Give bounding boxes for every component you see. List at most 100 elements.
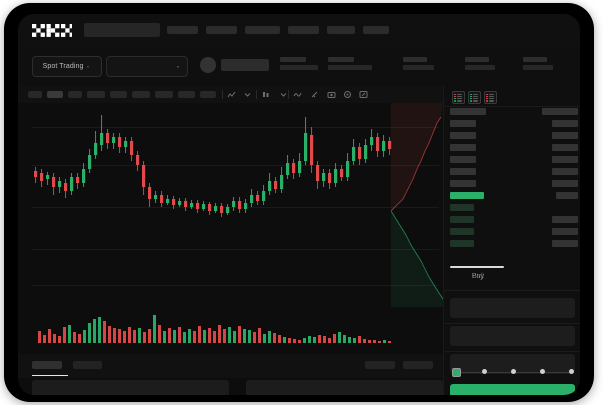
fullscreen-icon[interactable] — [359, 90, 368, 99]
search-input[interactable] — [84, 23, 160, 37]
orderbook-row-ask-4[interactable] — [444, 144, 580, 152]
order-form-divider — [444, 351, 580, 352]
device-frame: Spot Trading ⌄ ⌄ — [4, 3, 594, 402]
line-tool-icon[interactable] — [293, 90, 302, 99]
bottom-action-2[interactable] — [403, 361, 433, 369]
orderbook-row-bid-2-price — [450, 216, 474, 223]
orderbook-row-bid-4[interactable] — [444, 240, 580, 248]
chart-toolbar — [18, 86, 443, 104]
account-label — [221, 59, 269, 71]
orderbook-and-order-form: Buy Sell — [443, 86, 580, 395]
tool-timeframe-15m[interactable] — [68, 91, 82, 98]
tool-timeframe-1w[interactable] — [155, 91, 173, 98]
ruler-icon[interactable] — [310, 90, 319, 99]
orderbook-row-mark-price[interactable] — [444, 192, 580, 200]
tool-timeframe-5m[interactable] — [47, 91, 63, 98]
tool-timeframe-4h[interactable] — [110, 91, 127, 98]
active-tab-indicator — [450, 266, 504, 268]
orderbook-view-both-icon[interactable] — [452, 91, 465, 104]
tool-timeframe-1m[interactable] — [28, 91, 42, 98]
toolbar-divider — [222, 90, 223, 99]
orderbook-row-bid-3[interactable] — [444, 228, 580, 236]
camera-icon[interactable] — [327, 90, 336, 99]
orderbook-view-bids-icon[interactable] — [468, 91, 481, 104]
nav-item-1[interactable] — [167, 26, 198, 34]
orderbook-row-ask-7[interactable] — [444, 108, 580, 116]
stat-last-price — [280, 57, 318, 70]
stat-24h-low-value — [465, 65, 495, 70]
okx-logo[interactable] — [32, 24, 72, 37]
orderbook-view-asks-icon[interactable] — [484, 91, 497, 104]
bottom-tab-bar — [18, 354, 443, 378]
gridline — [32, 207, 439, 208]
bottom-tab-order-history[interactable] — [73, 361, 102, 369]
slider-stop-25pct[interactable] — [482, 369, 487, 374]
orderbook-row-mark-price-size — [556, 192, 578, 199]
orderbook-row-bid-3-size — [552, 228, 578, 235]
orderbook-row-ask-4-price — [450, 144, 476, 151]
nav-item-4[interactable] — [288, 26, 319, 34]
chevron-down-2-icon[interactable] — [279, 90, 288, 99]
nav-item-2[interactable] — [206, 26, 237, 34]
slider-handle[interactable] — [452, 368, 461, 377]
bottom-panel-right — [246, 380, 443, 395]
buy-sell-tabs: Buy Sell — [444, 266, 580, 291]
order-submit-button[interactable] — [450, 384, 575, 395]
orderbook-row-ask-2[interactable] — [444, 168, 580, 176]
price-chart[interactable] — [18, 103, 443, 307]
orderbook-row-ask-6-size — [552, 120, 578, 127]
slider-stop-75pct[interactable] — [540, 369, 545, 374]
orderbook-row-ask-1-size — [552, 180, 578, 187]
orderbook-row-ask-5-size — [552, 132, 578, 139]
gridline — [32, 285, 439, 286]
toolbar-divider — [256, 90, 257, 99]
orderbook-rows — [444, 108, 580, 263]
nav-item-6[interactable] — [363, 26, 389, 34]
orderbook-row-ask-3[interactable] — [444, 156, 580, 164]
orderbook-row-ask-5-price — [450, 132, 476, 139]
spot-trading-dropdown[interactable]: Spot Trading ⌄ — [32, 56, 102, 77]
bottom-action-1[interactable] — [365, 361, 395, 369]
nav-item-5[interactable] — [327, 26, 355, 34]
orderbook-row-ask-6-price — [450, 120, 476, 127]
avatar[interactable] — [200, 57, 216, 73]
chart-type-icon[interactable] — [261, 90, 270, 99]
tool-timeframe-1m-month[interactable] — [178, 91, 195, 98]
order-amount-field[interactable] — [450, 326, 575, 346]
orderbook-row-bid-2[interactable] — [444, 216, 580, 224]
orderbook-row-ask-1-price — [450, 180, 476, 187]
trading-pair-select[interactable]: ⌄ — [106, 56, 188, 77]
stat-24h-change — [328, 57, 372, 70]
stat-24h-high-value — [403, 65, 434, 70]
orderbook-row-ask-7-size — [542, 108, 578, 115]
chevron-down-icon[interactable] — [243, 90, 252, 99]
orderbook-row-mark-price-price — [450, 192, 484, 199]
orderbook-row-bid-1[interactable] — [444, 204, 580, 212]
chevron-down-icon: ⌄ — [175, 63, 181, 70]
settings-gear-icon[interactable] — [343, 90, 352, 99]
slider-stop-100pct[interactable] — [569, 369, 574, 374]
tool-timeframe-more[interactable] — [200, 91, 216, 98]
top-navigation-bar — [18, 14, 580, 46]
spot-trading-label: Spot Trading — [42, 63, 84, 70]
indicator-icon[interactable] — [227, 90, 236, 99]
slider-stop-50pct[interactable] — [511, 369, 516, 374]
nav-item-3[interactable] — [245, 26, 280, 34]
stat-last-price-value — [280, 65, 318, 70]
order-amount-slider[interactable] — [452, 368, 574, 378]
orderbook-row-ask-3-price — [450, 156, 476, 163]
orderbook-row-ask-5[interactable] — [444, 132, 580, 140]
orderbook-row-ask-1[interactable] — [444, 180, 580, 188]
tool-timeframe-1d[interactable] — [132, 91, 150, 98]
stat-24h-change-value — [328, 65, 372, 70]
stat-24h-low — [465, 57, 495, 70]
bottom-tab-open-orders[interactable] — [32, 361, 62, 369]
depth-chart-overlay — [391, 103, 443, 307]
tool-timeframe-1h[interactable] — [87, 91, 105, 98]
order-price-field[interactable] — [450, 298, 575, 318]
orderbook-row-ask-6[interactable] — [444, 120, 580, 128]
order-tab-sell[interactable]: Sell — [472, 273, 484, 280]
order-tab-buy[interactable]: Buy — [471, 273, 485, 280]
gridline — [32, 249, 439, 250]
